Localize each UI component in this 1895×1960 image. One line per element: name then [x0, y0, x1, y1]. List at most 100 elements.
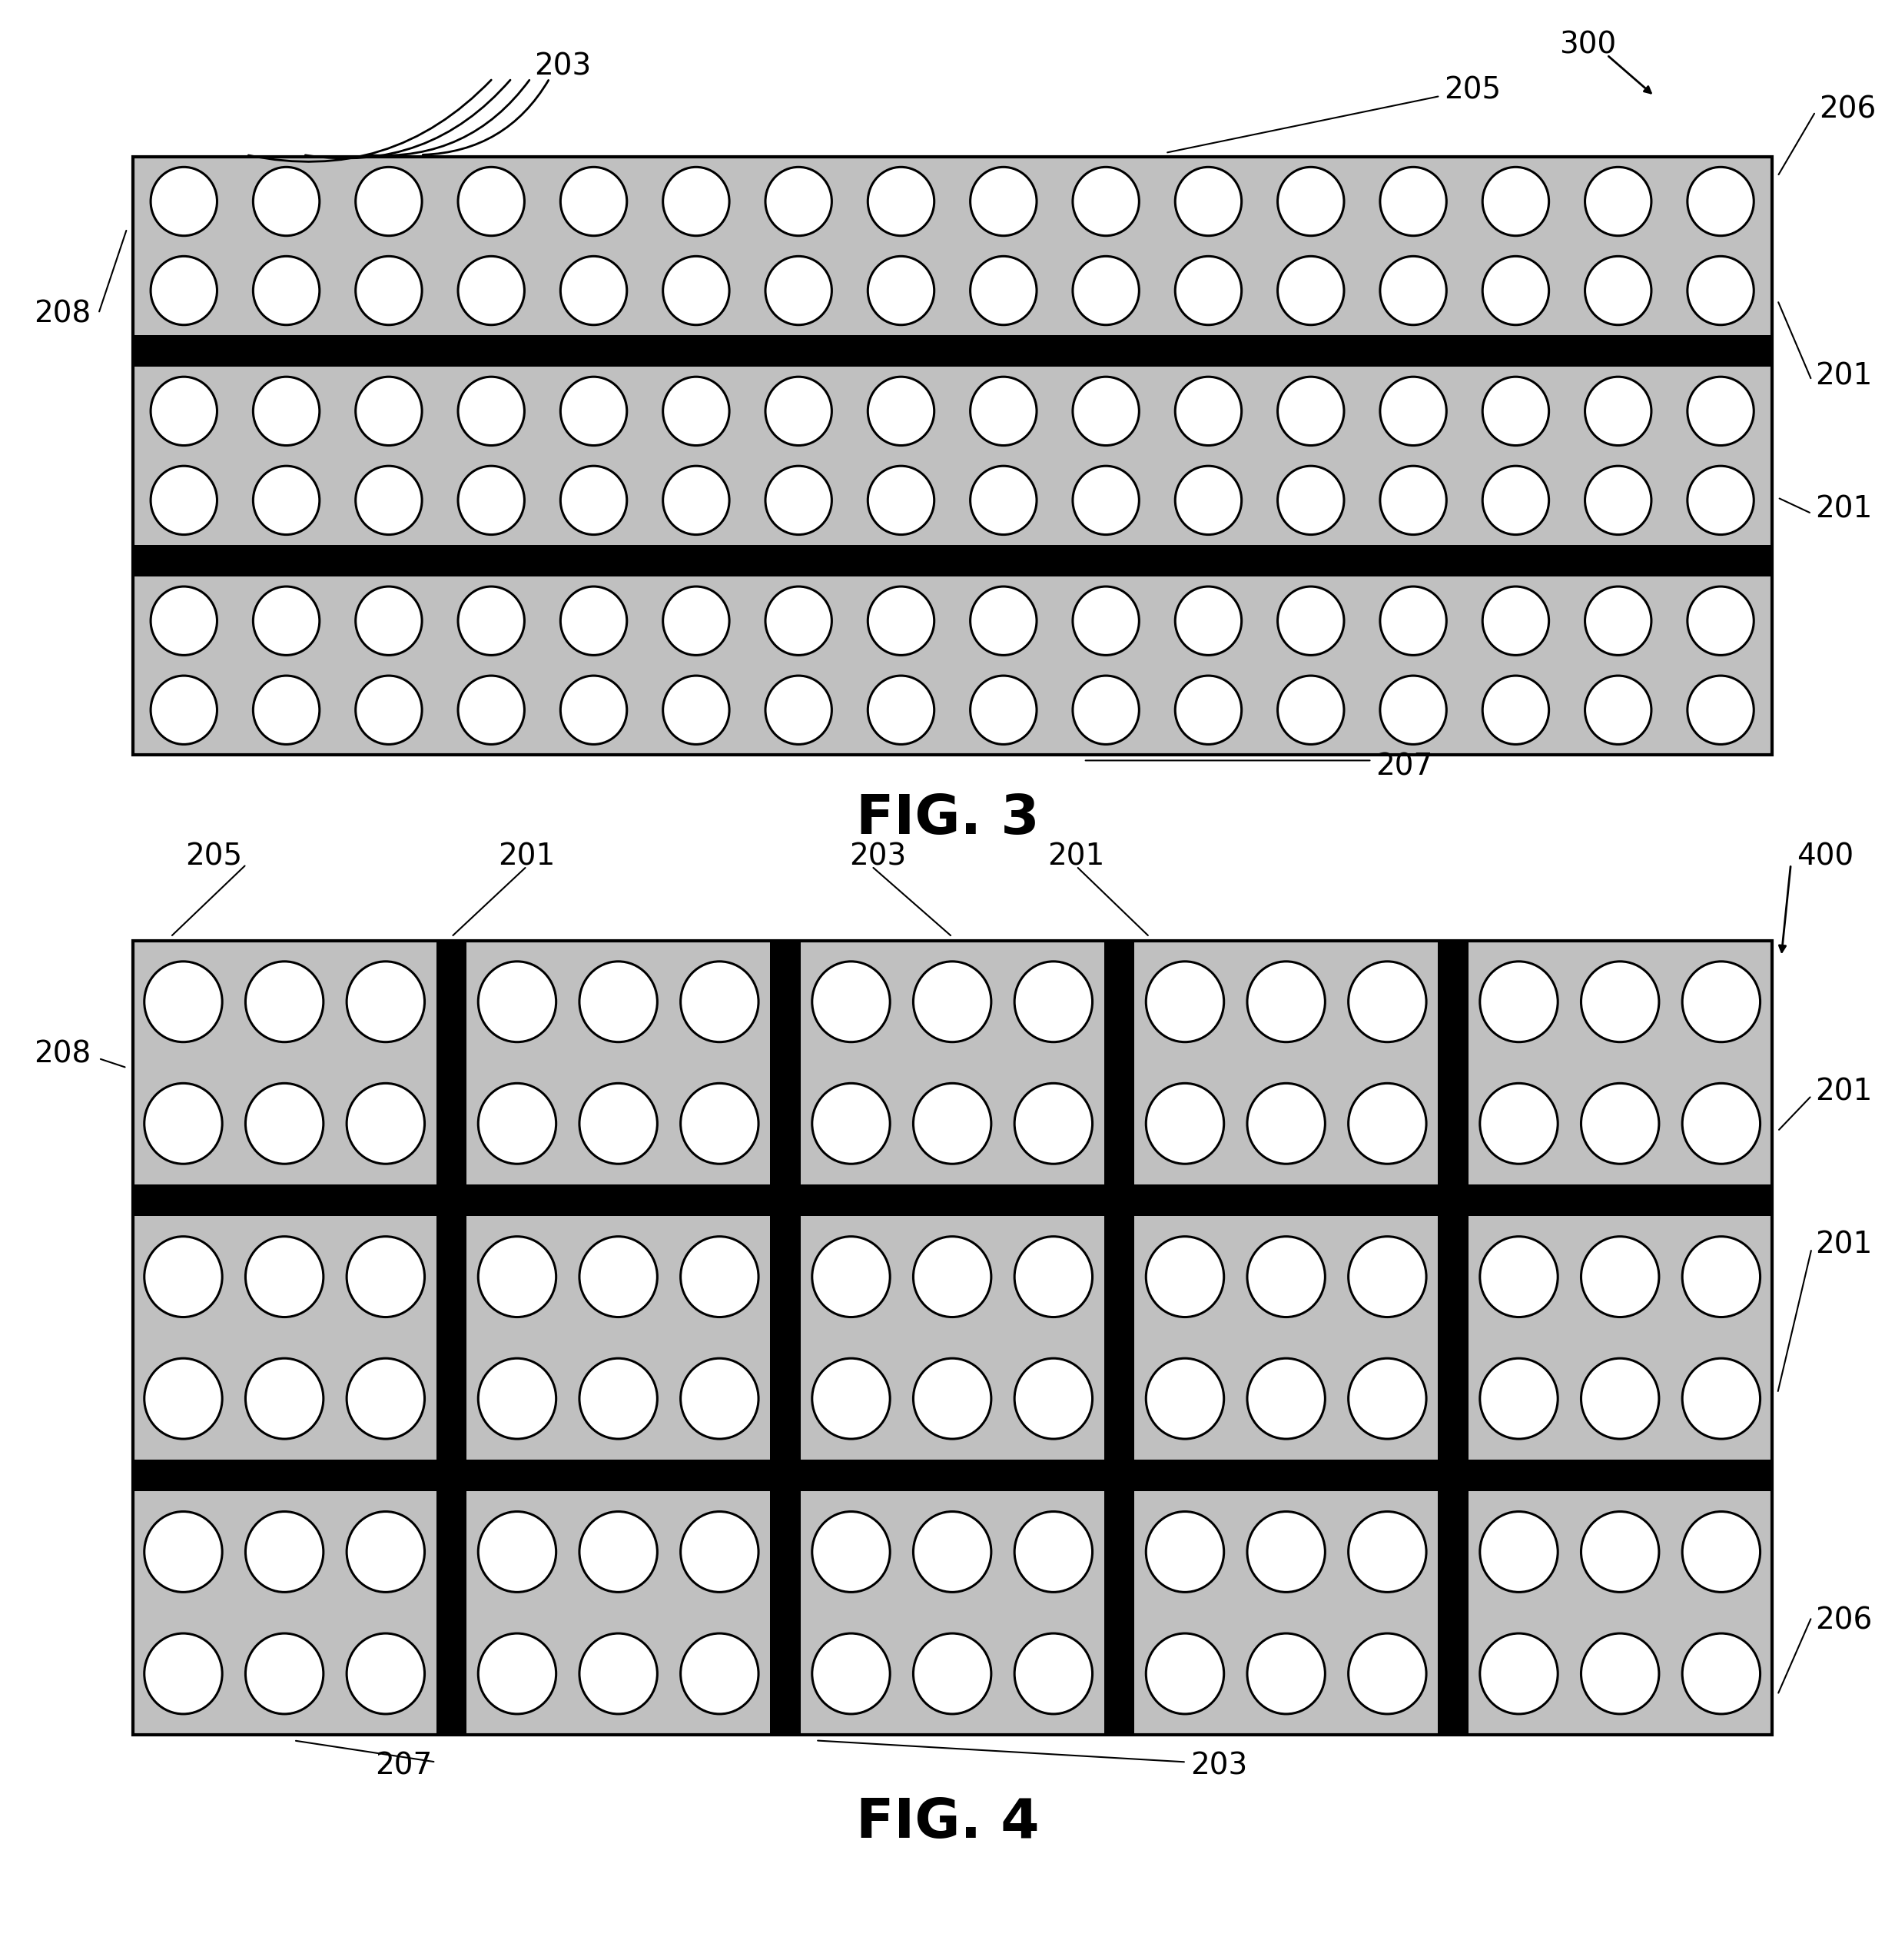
Bar [1438, 941, 1469, 1735]
Circle shape [1687, 167, 1753, 235]
Circle shape [144, 1237, 222, 1317]
Circle shape [766, 466, 832, 535]
Circle shape [254, 586, 320, 655]
Circle shape [1349, 1633, 1427, 1713]
Circle shape [868, 257, 934, 325]
Bar [133, 157, 1772, 755]
Circle shape [1247, 1633, 1325, 1713]
Circle shape [1480, 1358, 1558, 1439]
Circle shape [1247, 1084, 1325, 1164]
Circle shape [1683, 962, 1760, 1043]
Circle shape [561, 676, 627, 745]
Text: 201: 201 [1815, 1078, 1872, 1105]
Circle shape [663, 376, 730, 445]
Text: 203: 203 [1190, 1752, 1247, 1780]
Circle shape [663, 676, 730, 745]
Text: 201: 201 [1048, 843, 1105, 870]
Circle shape [1146, 1358, 1224, 1439]
Circle shape [1482, 466, 1548, 535]
Circle shape [1247, 1358, 1325, 1439]
Circle shape [580, 1358, 658, 1439]
Text: FIG. 4: FIG. 4 [857, 1795, 1038, 1850]
Circle shape [1146, 1633, 1224, 1713]
Circle shape [246, 1511, 324, 1592]
Circle shape [1480, 1084, 1558, 1164]
Circle shape [680, 1511, 758, 1592]
Circle shape [356, 167, 423, 235]
Circle shape [580, 1633, 658, 1713]
Circle shape [1683, 1084, 1760, 1164]
Circle shape [1073, 257, 1139, 325]
Bar [436, 941, 466, 1735]
Circle shape [970, 586, 1037, 655]
Text: 205: 205 [1444, 76, 1501, 104]
Circle shape [1482, 167, 1548, 235]
Circle shape [1584, 167, 1651, 235]
Circle shape [766, 376, 832, 445]
Circle shape [478, 1633, 555, 1713]
Circle shape [356, 586, 423, 655]
Circle shape [1073, 167, 1139, 235]
Circle shape [1014, 1237, 1092, 1317]
Circle shape [254, 376, 320, 445]
Bar [133, 545, 1772, 576]
Circle shape [913, 1358, 991, 1439]
Circle shape [459, 167, 525, 235]
Circle shape [1687, 376, 1753, 445]
Circle shape [1014, 962, 1092, 1043]
Circle shape [347, 1358, 424, 1439]
Circle shape [347, 962, 424, 1043]
Circle shape [663, 586, 730, 655]
Circle shape [1380, 257, 1446, 325]
Circle shape [1580, 1237, 1658, 1317]
Circle shape [580, 1084, 658, 1164]
Circle shape [868, 376, 934, 445]
Circle shape [152, 257, 218, 325]
Circle shape [1073, 676, 1139, 745]
Circle shape [813, 1084, 891, 1164]
Circle shape [254, 676, 320, 745]
Text: 300: 300 [1560, 31, 1616, 59]
Circle shape [356, 466, 423, 535]
Text: 206: 206 [1819, 96, 1876, 123]
Circle shape [1584, 466, 1651, 535]
Circle shape [152, 376, 218, 445]
Circle shape [1175, 586, 1241, 655]
Circle shape [1175, 376, 1241, 445]
Circle shape [680, 1633, 758, 1713]
Circle shape [1175, 676, 1241, 745]
Circle shape [1014, 1084, 1092, 1164]
Bar [133, 1460, 1772, 1492]
Circle shape [1480, 1511, 1558, 1592]
Bar [133, 157, 1772, 755]
Circle shape [1073, 586, 1139, 655]
Bar [133, 941, 1772, 1735]
Circle shape [970, 466, 1037, 535]
Bar [769, 941, 800, 1735]
Circle shape [813, 1237, 891, 1317]
Circle shape [459, 376, 525, 445]
Circle shape [1073, 466, 1139, 535]
Circle shape [680, 1237, 758, 1317]
Circle shape [813, 962, 891, 1043]
Circle shape [459, 586, 525, 655]
Bar [133, 1184, 1772, 1215]
Circle shape [1687, 257, 1753, 325]
Circle shape [1146, 962, 1224, 1043]
Circle shape [144, 1633, 222, 1713]
Circle shape [561, 376, 627, 445]
Circle shape [152, 586, 218, 655]
Circle shape [1277, 676, 1344, 745]
Circle shape [459, 257, 525, 325]
Circle shape [1687, 466, 1753, 535]
Circle shape [478, 1511, 555, 1592]
Circle shape [1580, 1084, 1658, 1164]
Circle shape [1380, 167, 1446, 235]
Circle shape [478, 1358, 555, 1439]
Text: 201: 201 [1815, 1231, 1872, 1258]
Circle shape [1482, 676, 1548, 745]
Circle shape [1683, 1237, 1760, 1317]
Circle shape [663, 466, 730, 535]
Circle shape [246, 1084, 324, 1164]
Circle shape [254, 257, 320, 325]
